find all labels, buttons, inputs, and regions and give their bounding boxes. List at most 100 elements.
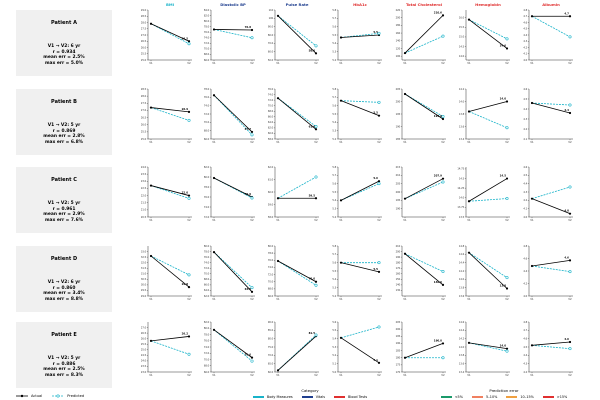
y-tick-label: 70.0 bbox=[204, 273, 210, 276]
y-tick-label: 58.0 bbox=[268, 216, 274, 219]
y-tick-label: 26.5 bbox=[141, 40, 147, 43]
metric-chart: 4.0 4.2 4.4 4.6 4.8 V1 V2 4.6 bbox=[523, 245, 573, 301]
metric-chart: 13.5 13.75 14.0 14.25 14.5 14.75 V1 V2 14.5 bbox=[457, 167, 510, 222]
y-tick-label: 14.75 bbox=[457, 168, 464, 171]
x-tick-label: V1 bbox=[212, 61, 216, 65]
actual-value-label: 61.6 bbox=[309, 124, 316, 128]
actual-point bbox=[377, 361, 381, 364]
x-tick-label: V2 bbox=[250, 373, 254, 377]
predicted-series-line bbox=[150, 340, 190, 355]
y-tick-label: 140 bbox=[396, 284, 401, 287]
actual-point bbox=[530, 264, 534, 268]
y-tick-label: 5.3 bbox=[332, 286, 336, 289]
y-tick-label: 195 bbox=[396, 113, 401, 116]
y-tick-label: 14.5 bbox=[459, 177, 465, 180]
actual-value-label: 140.0 bbox=[434, 280, 442, 284]
x-tick-label: V1 bbox=[339, 373, 343, 377]
y-tick-label: 82.0 bbox=[204, 166, 210, 169]
y-tick-label: 72.0 bbox=[204, 267, 210, 270]
y-tick-label: 5.4 bbox=[332, 278, 336, 281]
y-tick-label: 4.7 bbox=[523, 15, 527, 18]
actual-point bbox=[187, 286, 191, 289]
actual-value-label: 59.5 bbox=[309, 193, 316, 197]
y-tick-label: 25.5 bbox=[141, 53, 147, 56]
stat-line: max err = 6.8% bbox=[44, 139, 84, 145]
predicted-point bbox=[377, 261, 381, 265]
x-tick-label: V2 bbox=[250, 297, 254, 301]
x-tick-label: V1 bbox=[403, 297, 407, 301]
metric-chart: 13.4 13.6 13.8 14.0 14.2 V1 V2 14.0 bbox=[459, 88, 510, 144]
actual-point bbox=[149, 184, 153, 187]
y-tick-label: 190 bbox=[396, 342, 401, 345]
y-tick-label: 200 bbox=[396, 328, 401, 331]
y-tick-label: 5.5 bbox=[332, 329, 336, 332]
predicted-point bbox=[568, 103, 572, 107]
predicted-series-line bbox=[468, 342, 508, 352]
predicted-point bbox=[568, 35, 572, 39]
actual-point bbox=[377, 180, 381, 183]
actual-point bbox=[377, 270, 381, 273]
x-tick-label: V1 bbox=[276, 297, 280, 301]
actual-point bbox=[339, 261, 343, 264]
actual-series-line bbox=[404, 15, 444, 54]
actual-point bbox=[212, 176, 216, 180]
x-tick-label: V1 bbox=[149, 297, 153, 301]
actual-point bbox=[149, 106, 153, 109]
y-tick-label: 140 bbox=[396, 40, 401, 43]
y-tick-label: 76.0 bbox=[204, 196, 210, 199]
error-label: 10–15% bbox=[520, 395, 534, 399]
x-tick-label: V2 bbox=[314, 373, 318, 377]
actual-point bbox=[568, 111, 572, 115]
x-tick-label: V1 bbox=[530, 218, 534, 222]
patient-panel: Patient A V1 → V2: 6 yr r = 0.934 mean err… bbox=[16, 10, 112, 76]
actual-series-line bbox=[531, 259, 571, 267]
y-tick-label: 24.0 bbox=[141, 360, 147, 363]
actual-point bbox=[441, 177, 445, 180]
y-tick-label: 200 bbox=[396, 16, 401, 19]
metric-chart: Diastolic BP 66.0 68.0 70.0 72.0 74.0 76.0 78.0… bbox=[204, 2, 255, 65]
actual-point bbox=[467, 18, 471, 21]
y-tick-label: 70.0 bbox=[204, 358, 210, 361]
predicted-point bbox=[250, 196, 254, 200]
predicted-series-line bbox=[213, 329, 253, 362]
y-tick-label: 5.3 bbox=[332, 129, 336, 132]
y-tick-label: 180 bbox=[396, 357, 401, 360]
x-tick-label: V1 bbox=[276, 218, 280, 222]
y-tick-label: 74.0 bbox=[268, 93, 274, 96]
actual-series-line bbox=[213, 94, 253, 133]
y-tick-label: 4.6 bbox=[523, 257, 527, 260]
predicted-series-line bbox=[468, 252, 508, 279]
y-tick-label: 74.0 bbox=[204, 104, 210, 107]
actual-point bbox=[187, 40, 191, 43]
actual-point bbox=[530, 197, 534, 200]
actual-point bbox=[314, 280, 318, 283]
y-tick-label: 180 bbox=[396, 24, 401, 27]
y-tick-label: 23.5 bbox=[141, 365, 147, 368]
actual-point bbox=[339, 36, 343, 39]
actual-value-label: 14.0 bbox=[500, 97, 507, 101]
y-tick-label: 5.2 bbox=[332, 138, 336, 141]
y-tick-label: 5.2 bbox=[332, 354, 336, 357]
predicted-point bbox=[568, 185, 572, 189]
actual-point bbox=[250, 130, 254, 134]
metric-title: Albumin bbox=[542, 2, 560, 7]
actual-series-line bbox=[150, 107, 190, 113]
x-tick-label: V1 bbox=[339, 297, 343, 301]
metric-chart: 29.0 29.5 30.0 30.5 31.0 31.5 32.0 32.5 33.0 V1 V2… bbox=[141, 246, 192, 301]
y-tick-label: 61.0 bbox=[268, 178, 274, 181]
predicted-point bbox=[441, 34, 445, 38]
y-tick-label: 20.5 bbox=[141, 216, 147, 219]
legend-predicted-label: Predicted bbox=[67, 394, 85, 398]
y-tick-label: 4.6 bbox=[523, 166, 527, 169]
actual-value-label: 4.6 bbox=[564, 255, 569, 259]
y-tick-label: 4.3 bbox=[523, 40, 527, 43]
y-tick-label: 4.5 bbox=[523, 98, 527, 101]
actual-series-line bbox=[150, 336, 190, 342]
category-label: Blood Tests bbox=[348, 395, 368, 399]
x-tick-label: V1 bbox=[339, 61, 343, 65]
y-tick-label: 5.4 bbox=[332, 337, 336, 340]
y-tick-label: 4.8 bbox=[523, 321, 527, 324]
predicted-series-line bbox=[404, 181, 444, 200]
y-tick-label: 5.3 bbox=[332, 346, 336, 349]
actual-value-label: 4.7 bbox=[564, 11, 569, 15]
